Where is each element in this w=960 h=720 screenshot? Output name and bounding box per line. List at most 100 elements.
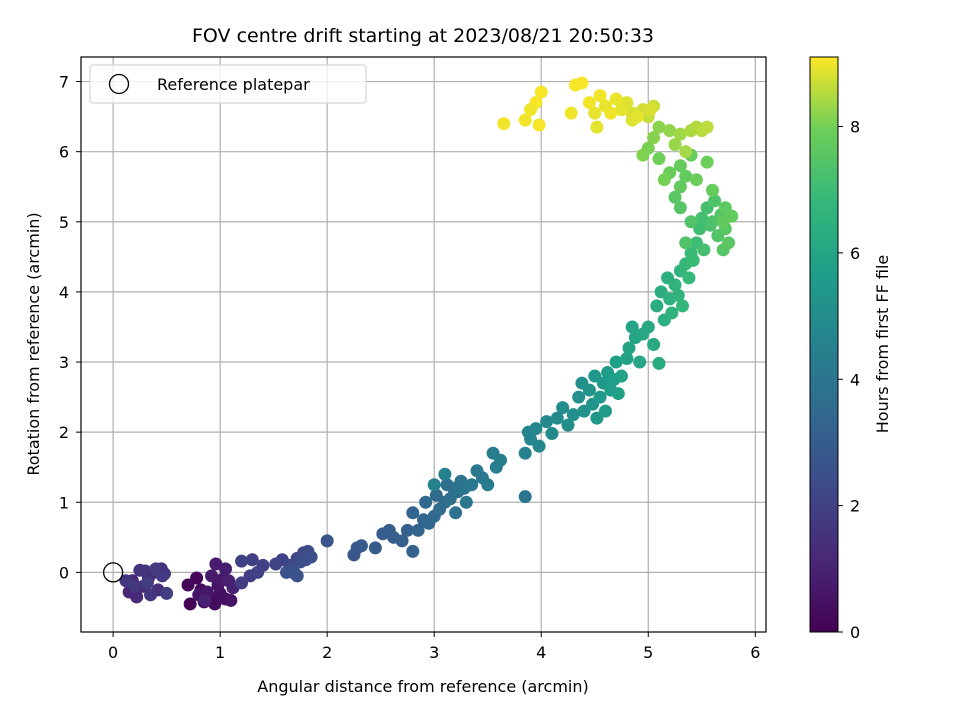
data-point (671, 288, 685, 302)
data-point (198, 593, 212, 607)
data-point (665, 306, 679, 320)
x-axis-label: Angular distance from reference (arcmin) (257, 677, 588, 696)
data-point (280, 565, 293, 579)
data-point (438, 467, 452, 481)
data-point (494, 453, 508, 467)
data-point (572, 390, 586, 404)
data-point (593, 390, 607, 404)
data-point (668, 278, 682, 292)
legend-marker (108, 73, 130, 95)
chart-title: FOV centre drift starting at 2023/08/21 … (192, 25, 654, 47)
data-point (582, 96, 596, 110)
x-tick-label: 0 (108, 643, 118, 662)
data-point (598, 404, 612, 418)
data-point (411, 523, 425, 537)
data-point (459, 495, 473, 509)
data-point (235, 576, 249, 590)
data-point (588, 106, 602, 120)
data-point (577, 404, 591, 418)
data-point (641, 320, 655, 334)
y-axis-ticks: 0 1 2 3 4 5 6 7 (59, 73, 81, 582)
colorbar-tick-label: 2 (850, 497, 860, 516)
data-point (673, 201, 687, 215)
colorbar-ticks: 0 2 4 6 8 (838, 118, 860, 642)
data-point (144, 588, 158, 602)
data-point (183, 597, 197, 611)
reference-point (102, 562, 124, 583)
data-point (609, 92, 623, 106)
data-point (290, 569, 304, 583)
data-point (481, 478, 495, 492)
data-point (224, 593, 238, 607)
data-point (598, 99, 612, 113)
data-point (593, 89, 607, 103)
data-point (304, 550, 318, 564)
x-tick-label: 1 (215, 643, 225, 662)
data-point (686, 253, 700, 267)
data-point (590, 120, 604, 134)
data-point (673, 180, 687, 194)
data-point (140, 576, 154, 590)
data-point (689, 173, 703, 187)
data-point (652, 356, 666, 370)
data-point (320, 534, 334, 548)
data-point (524, 432, 538, 446)
data-point (545, 427, 559, 441)
data-point (700, 155, 714, 169)
x-tick-label: 3 (429, 643, 439, 662)
data-point (695, 211, 709, 225)
data-point (160, 586, 174, 600)
data-point (419, 495, 433, 509)
data-point (679, 236, 693, 250)
x-axis-ticks: 0 1 2 3 4 5 6 (108, 632, 760, 662)
data-point (245, 553, 259, 567)
data-point (400, 523, 414, 537)
y-tick-label: 6 (59, 143, 69, 162)
data-point (609, 355, 623, 369)
data-point (650, 299, 664, 313)
data-point (622, 341, 636, 355)
data-point (564, 106, 578, 120)
data-point (205, 569, 219, 583)
data-point (518, 446, 532, 460)
data-point (679, 145, 693, 159)
x-tick-label: 5 (643, 643, 653, 662)
data-points (102, 76, 739, 611)
data-point (497, 117, 511, 131)
data-point (668, 138, 682, 152)
data-point (643, 103, 657, 117)
legend-entry: Reference platepar (157, 75, 310, 94)
data-point (673, 159, 687, 173)
y-tick-label: 1 (59, 493, 69, 512)
legend: Reference platepar (89, 64, 367, 104)
x-tick-label: 6 (750, 643, 760, 662)
data-point (540, 415, 554, 429)
data-point (534, 85, 548, 99)
plot-frame (80, 56, 767, 633)
data-point (708, 194, 722, 208)
data-point (590, 411, 604, 425)
data-point (663, 124, 677, 138)
data-point (532, 118, 546, 132)
data-point (657, 173, 671, 187)
data-point (532, 439, 546, 453)
y-tick-label: 3 (59, 353, 69, 372)
data-point (209, 557, 223, 571)
y-tick-label: 7 (59, 73, 69, 92)
legend-box (89, 64, 367, 104)
data-point (615, 103, 629, 117)
data-point (676, 299, 690, 313)
colorbar-tick-label: 0 (850, 623, 860, 642)
data-point (395, 534, 409, 548)
x-tick-label: 2 (322, 643, 332, 662)
data-point (725, 209, 739, 223)
data-point (654, 285, 668, 299)
data-point (705, 215, 719, 229)
data-point (251, 565, 265, 579)
data-point (625, 113, 639, 127)
data-point (368, 541, 382, 555)
y-tick-label: 4 (59, 283, 69, 302)
data-point (633, 355, 647, 369)
data-point (668, 190, 682, 204)
colorbar-gradient (809, 56, 839, 633)
